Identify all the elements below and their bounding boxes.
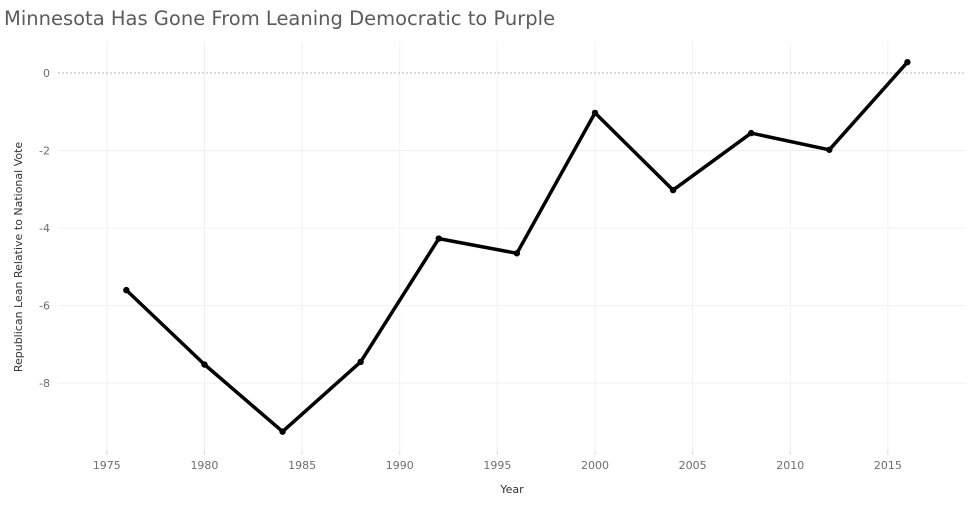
data-point (201, 361, 208, 368)
data-point (591, 109, 599, 117)
x-axis-label: Year (499, 483, 524, 496)
data-point (435, 235, 442, 242)
y-tick-label: 0 (43, 67, 50, 80)
data-point (826, 146, 833, 153)
grid (58, 42, 966, 451)
y-axis-label: Republican Lean Relative to National Vot… (12, 142, 25, 373)
data-point (123, 286, 130, 294)
data-point (748, 129, 755, 137)
y-axis-ticks: 0 -2 -4 -6 -8 (39, 67, 50, 390)
chart-title: Minnesota Has Gone From Leaning Democrat… (4, 7, 556, 30)
y-tick-label: -8 (39, 377, 50, 390)
y-tick-label: -4 (39, 222, 50, 235)
x-tick-label: 2005 (679, 459, 707, 472)
data-point (357, 358, 364, 366)
data-point (669, 186, 677, 194)
x-tick-label: 1990 (386, 459, 414, 472)
x-tick-label: 2015 (874, 459, 902, 472)
data-point (513, 250, 521, 257)
x-tick-label: 1975 (93, 459, 121, 472)
data-points (123, 58, 911, 435)
y-tick-label: -6 (39, 300, 50, 313)
x-tick-label: 1995 (483, 459, 511, 472)
x-tick-label: 1980 (190, 459, 218, 472)
data-point (279, 428, 286, 435)
x-axis-ticks: 1975 1980 1985 1990 1995 2000 2005 2010 2015 (93, 451, 902, 472)
y-tick-label: -2 (39, 145, 50, 158)
x-tick-label: 2000 (581, 459, 609, 472)
x-tick-label: 1985 (288, 459, 316, 472)
data-point (904, 58, 911, 66)
x-tick-label: 2010 (776, 459, 804, 472)
